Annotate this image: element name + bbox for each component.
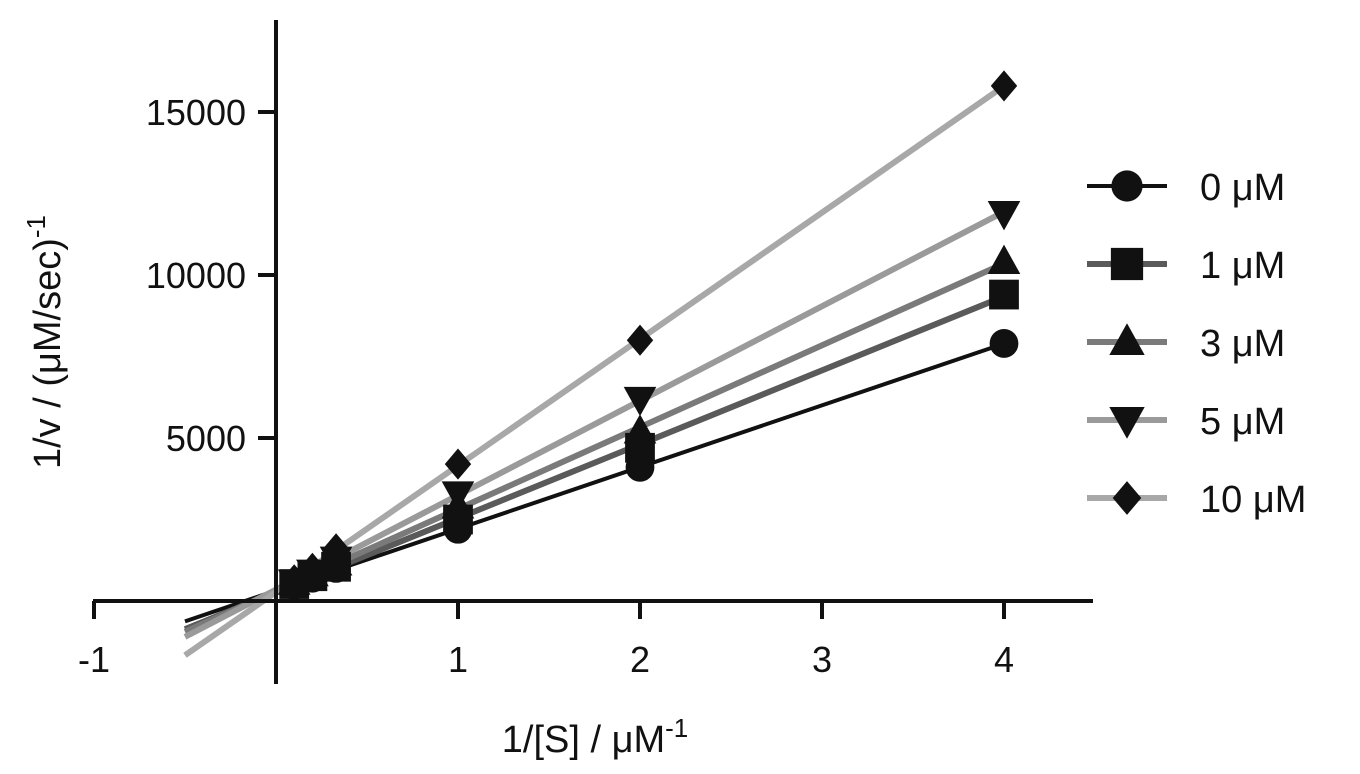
data-point (281, 564, 308, 596)
y-tick-label: 15000 (146, 92, 246, 133)
x-axis-title: 1/[S] / μM-1 (502, 713, 689, 761)
legend-marker (1110, 247, 1144, 281)
y-axis-ticks: 5000 10000 15000 (146, 92, 276, 459)
legend-label: 10 μM (1200, 479, 1306, 521)
legend-label: 1 μM (1200, 245, 1285, 287)
data-point (299, 552, 326, 584)
data-point (987, 201, 1021, 231)
y-tick-label: 5000 (166, 418, 246, 459)
x-tick-label: 3 (812, 639, 832, 680)
data-point (990, 70, 1018, 102)
legend-marker (1109, 407, 1145, 439)
data-point (444, 448, 472, 480)
y-axis-title: 1/v / (μM/sec)-1 (21, 215, 69, 469)
x-tick-label: 2 (630, 639, 650, 680)
data-point (623, 386, 657, 417)
legend-marker (1111, 170, 1143, 202)
y-tick-label: 10000 (146, 255, 246, 296)
data-point (623, 414, 657, 444)
data-point (322, 533, 350, 565)
data-point (626, 324, 654, 356)
data-point (989, 329, 1019, 358)
legend-marker (1112, 481, 1142, 515)
x-tick-label: -1 (78, 639, 110, 680)
legend-label: 3 μM (1200, 323, 1285, 365)
legend-label: 0 μM (1200, 167, 1285, 209)
legend: 0 μM 1 μM 3 μM 5 μM 10 μM (1087, 167, 1306, 521)
legend-label: 5 μM (1200, 401, 1285, 443)
x-tick-label: 4 (994, 639, 1014, 680)
data-point (989, 279, 1019, 310)
legend-marker (1109, 323, 1145, 355)
series-markers (277, 70, 1021, 600)
data-point (441, 481, 475, 511)
x-axis-ticks: -1 1 2 3 4 (78, 601, 1014, 680)
data-point (987, 244, 1021, 274)
x-tick-label: 1 (448, 639, 468, 680)
